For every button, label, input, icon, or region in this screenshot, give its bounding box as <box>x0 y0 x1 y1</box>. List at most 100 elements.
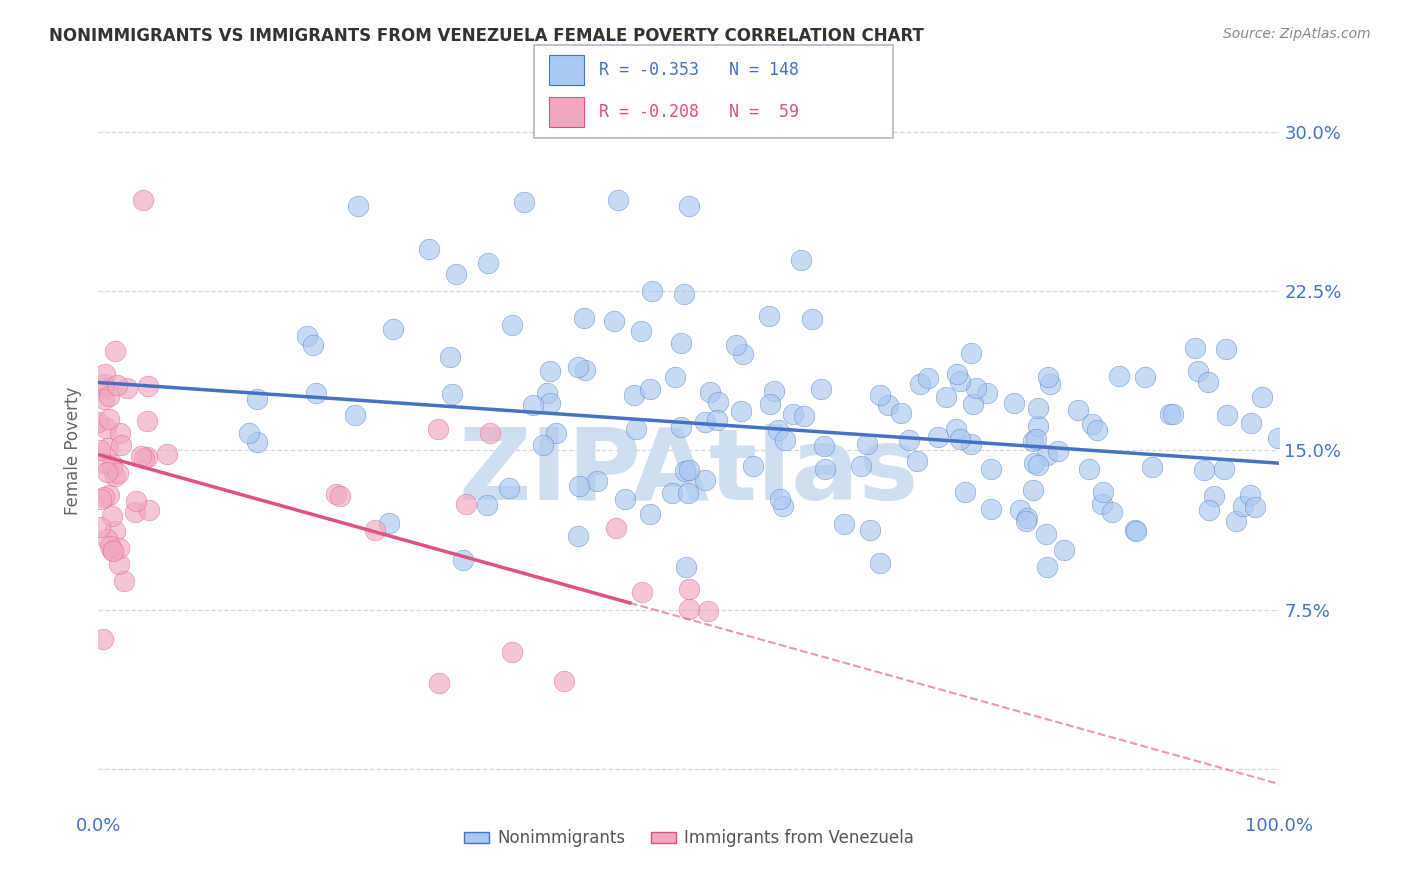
Point <box>927 429 949 443</box>
Point <box>1022 483 1045 497</box>
Point <box>97 488 120 502</box>
Point <box>112 574 135 589</box>
Point <box>98 539 121 553</box>
Point <box>87 415 110 429</box>
Point <box>1036 370 1059 384</box>
Point <box>115 380 138 394</box>
Point <box>453 553 475 567</box>
Point <box>93 392 115 406</box>
Point <box>869 388 891 402</box>
Point <box>1091 497 1114 511</box>
Point <box>678 199 700 213</box>
Point <box>1085 423 1108 437</box>
Point <box>1244 500 1267 515</box>
Point <box>905 454 928 468</box>
Point <box>440 387 463 401</box>
Point <box>478 426 501 441</box>
Point <box>623 388 645 402</box>
Point <box>477 256 499 270</box>
Point <box>347 199 370 213</box>
Y-axis label: Female Poverty: Female Poverty <box>65 386 83 515</box>
Point <box>546 426 568 441</box>
Point <box>104 343 127 358</box>
Point <box>769 491 792 506</box>
Point <box>108 557 131 571</box>
Point <box>378 516 401 530</box>
Point <box>1002 396 1025 410</box>
Point <box>678 485 700 500</box>
Point <box>1123 523 1146 537</box>
Point <box>1101 505 1123 519</box>
Point <box>97 442 120 456</box>
Point <box>246 434 269 449</box>
Point <box>877 398 900 412</box>
Point <box>834 516 856 531</box>
Point <box>699 384 721 399</box>
Point <box>131 449 153 463</box>
Point <box>446 267 468 281</box>
Point <box>124 505 146 519</box>
Point <box>1026 458 1049 472</box>
Point <box>363 523 385 537</box>
Point <box>766 423 789 437</box>
Point <box>673 286 696 301</box>
Point <box>814 462 837 476</box>
Point <box>540 396 562 410</box>
Point <box>1192 463 1215 477</box>
Point <box>758 397 780 411</box>
Point <box>758 309 780 323</box>
Point <box>607 193 630 207</box>
Point <box>693 474 716 488</box>
Point <box>1184 341 1206 355</box>
Point <box>790 252 813 267</box>
Point <box>94 421 117 435</box>
Point <box>605 521 627 535</box>
Point <box>586 474 609 488</box>
Point <box>1022 456 1045 470</box>
Point <box>980 502 1002 516</box>
Point <box>100 509 122 524</box>
Point <box>501 318 523 332</box>
Point <box>976 385 998 400</box>
Point <box>801 311 824 326</box>
Point <box>456 497 478 511</box>
Point <box>97 390 120 404</box>
Point <box>1035 449 1057 463</box>
Point <box>1053 543 1076 558</box>
Point <box>953 484 976 499</box>
Point <box>94 381 117 395</box>
Point <box>101 461 124 475</box>
Point <box>105 378 128 392</box>
Point <box>630 325 652 339</box>
Point <box>664 370 686 384</box>
Point <box>536 386 558 401</box>
Point <box>792 409 814 424</box>
Point <box>439 350 461 364</box>
Text: R = -0.208   N =  59: R = -0.208 N = 59 <box>599 103 799 121</box>
Point <box>512 194 534 209</box>
Point <box>675 560 697 574</box>
Point <box>1250 390 1272 404</box>
Point <box>707 395 730 409</box>
Point <box>1212 462 1234 476</box>
Text: Source: ZipAtlas.com: Source: ZipAtlas.com <box>1223 27 1371 41</box>
Point <box>572 310 595 325</box>
Point <box>731 347 754 361</box>
Point <box>427 422 450 436</box>
Point <box>136 378 159 392</box>
Point <box>325 487 347 501</box>
Point <box>382 322 405 336</box>
Point <box>108 541 131 555</box>
Point <box>538 364 561 378</box>
Point <box>1015 514 1038 528</box>
Point <box>762 384 785 398</box>
Point <box>93 456 115 470</box>
Point <box>706 413 728 427</box>
Point <box>1036 560 1059 574</box>
Point <box>567 529 589 543</box>
Point <box>856 437 879 451</box>
Point <box>693 415 716 429</box>
Point <box>246 392 269 406</box>
Point <box>1125 524 1147 538</box>
Point <box>624 422 647 436</box>
